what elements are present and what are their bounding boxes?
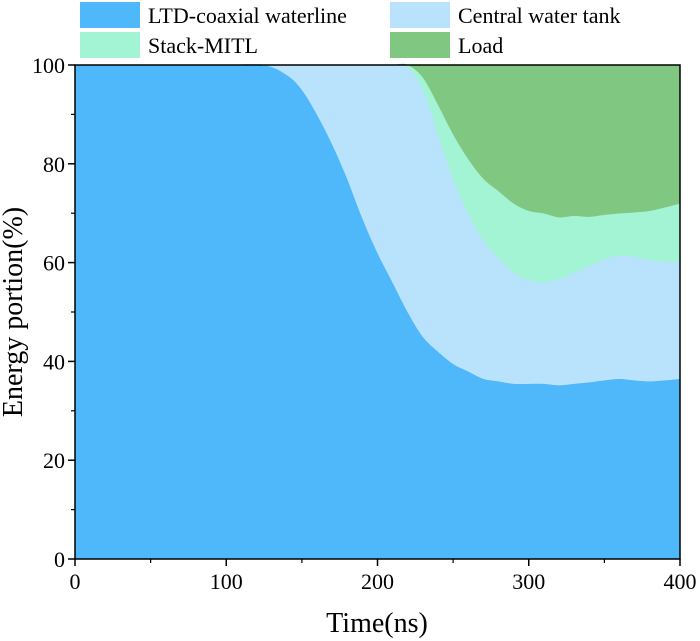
y-tick-label: 20 [43,448,65,473]
y-tick-label: 40 [43,349,65,374]
y-axis: 0 20 40 60 80 100 [32,53,75,572]
x-axis: 0 100 200 300 400 [70,559,697,594]
legend-swatch-central-water-tank [390,2,450,28]
x-tick-label: 0 [70,569,81,594]
legend-swatch-ltd-coaxial-waterline [80,2,140,28]
legend-label-ltd-coaxial-waterline: LTD-coaxial waterline [148,3,347,28]
x-axis-title: Time(ns) [326,608,428,639]
legend-swatch-load [390,32,450,58]
legend-item: Load [390,32,503,58]
legend-item: LTD-coaxial waterline [80,2,347,28]
legend-label-stack-mitl: Stack-MITL [148,33,258,58]
legend-item: Central water tank [390,2,621,28]
legend: LTD-coaxial waterline Central water tank… [80,2,621,58]
x-tick-label: 300 [512,569,545,594]
legend-swatch-stack-mitl [80,32,140,58]
y-axis-title: Energy portion(%) [0,207,29,417]
legend-label-central-water-tank: Central water tank [458,3,621,28]
legend-label-load: Load [458,33,503,58]
y-tick-label: 80 [43,152,65,177]
x-tick-label: 100 [210,569,243,594]
y-tick-label: 60 [43,251,65,276]
x-tick-label: 400 [664,569,697,594]
x-tick-label: 200 [361,569,394,594]
plot-areas [74,63,681,560]
y-tick-label: 0 [54,547,65,572]
y-tick-label: 100 [32,53,65,78]
legend-item: Stack-MITL [80,32,258,58]
